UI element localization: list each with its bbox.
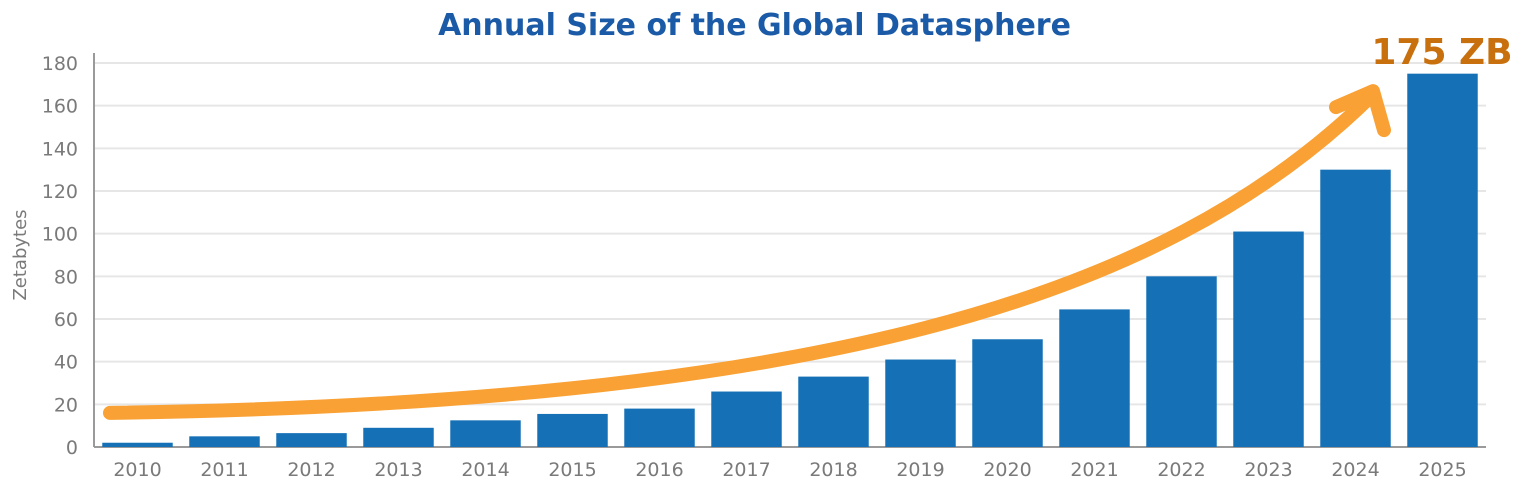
y-tick-label: 20 [54,394,78,416]
x-tick-label: 2014 [461,459,509,481]
x-tick-label: 2023 [1244,459,1292,481]
x-tick-label: 2022 [1157,459,1205,481]
bar-2021 [1059,309,1130,447]
x-tick-label: 2016 [635,459,683,481]
x-tick-label: 2019 [896,459,944,481]
bar-2014 [450,420,521,447]
y-tick-label: 80 [54,266,78,288]
bar-2016 [624,408,695,447]
y-tick-label: 0 [66,437,78,459]
bar-2015 [537,413,608,447]
bar-2011 [189,436,260,447]
x-tick-label: 2020 [983,459,1031,481]
x-tick-label: 2015 [548,459,596,481]
bar-2017 [711,391,782,447]
y-tick-label: 160 [42,96,78,118]
x-tick-label: 2011 [200,459,248,481]
bar-2025 [1407,73,1478,448]
x-tick-label: 2021 [1070,459,1118,481]
growth-arrow [103,90,1377,420]
x-tick-label: 2018 [809,459,857,481]
x-tick-label: 2012 [287,459,335,481]
y-tick-label: 60 [54,309,78,331]
x-tick-label: 2025 [1418,459,1466,481]
x-tick-label: 2010 [113,459,161,481]
bar-2024 [1320,169,1391,447]
y-tick-label: 40 [54,352,78,374]
x-tick-label: 2017 [722,459,770,481]
chart-title: Annual Size of the Global Datasphere [438,8,1071,43]
bar-2020 [972,339,1043,447]
bar-2013 [363,427,434,447]
bar-2023 [1233,231,1304,447]
x-tick-label: 2024 [1331,459,1379,481]
bar-2019 [885,359,956,447]
bar-2018 [798,376,869,447]
annotation-175zb: 175 ZB [1371,32,1512,73]
y-tick-label: 120 [42,181,78,203]
bar-2012 [276,433,347,447]
y-tick-label: 180 [42,53,78,75]
y-axis-label: Zetabytes [10,209,31,300]
y-tick-label: 140 [42,138,78,160]
bar-2010 [102,442,173,447]
y-tick-label: 100 [42,224,78,246]
x-tick-label: 2013 [374,459,422,481]
arrow-head [1329,84,1391,138]
bar-2022 [1146,276,1217,447]
